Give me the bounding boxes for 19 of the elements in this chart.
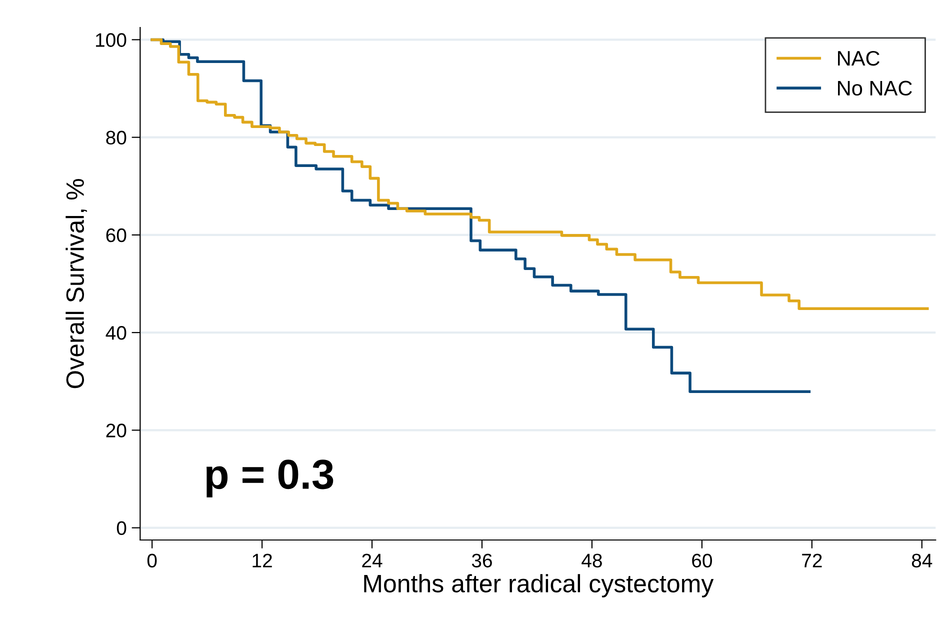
x-tick-label: 0 xyxy=(147,554,157,568)
x-tick-label: 84 xyxy=(912,554,932,568)
x-tick-label: 12 xyxy=(252,554,272,568)
legend-label: No NAC xyxy=(838,80,912,96)
y-tick-label: 60 xyxy=(106,228,126,242)
annotation: p = 0.3 xyxy=(206,460,334,498)
legend-label: NAC xyxy=(838,50,880,66)
y-tick-label: 0 xyxy=(116,521,126,536)
y-tick-label: 40 xyxy=(106,326,126,340)
x-tick-label: 48 xyxy=(582,554,602,568)
y-axis-title: Overall Survival, % xyxy=(66,179,87,388)
x-tick-label: 72 xyxy=(802,554,822,568)
x-tick-label: 24 xyxy=(362,554,382,568)
y-tick-label: 100 xyxy=(96,33,126,47)
x-tick-label: 36 xyxy=(472,554,492,568)
y-tick-label: 20 xyxy=(106,424,126,438)
x-tick-label: 60 xyxy=(692,554,712,568)
x-axis-title: Months after radical cystectomy xyxy=(364,574,714,598)
y-tick-label: 80 xyxy=(106,130,126,145)
